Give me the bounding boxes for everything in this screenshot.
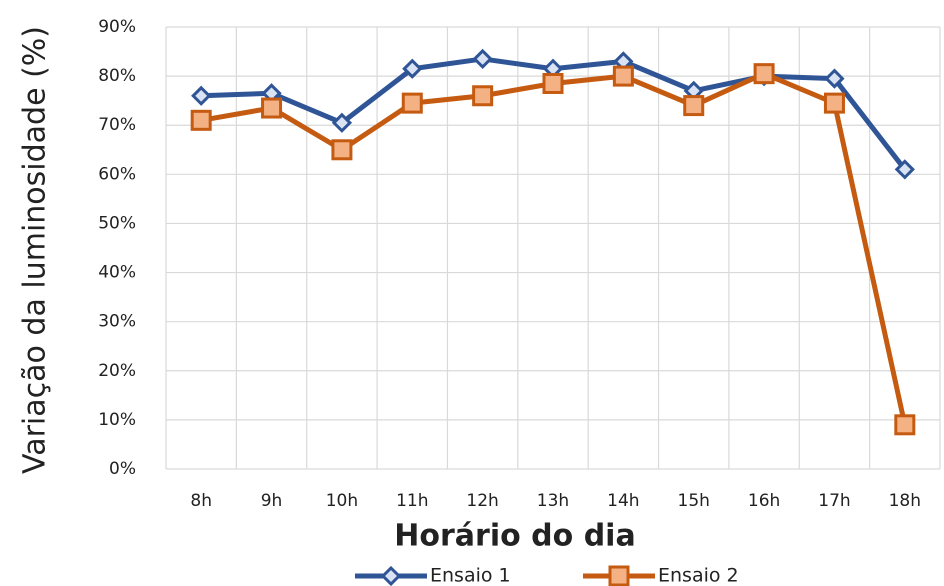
marker <box>380 565 402 586</box>
x-tick-label: 8h <box>190 491 212 511</box>
x-tick-label: 15h <box>678 491 710 511</box>
x-tick-label: 18h <box>889 491 921 511</box>
marker <box>261 97 283 119</box>
x-tick-label: 16h <box>748 491 780 511</box>
marker <box>612 65 634 87</box>
marker <box>472 85 494 107</box>
y-axis-title: Variação da luminosidade (%) <box>18 26 53 474</box>
marker <box>823 92 845 114</box>
y-tick-label: 90% <box>98 17 136 37</box>
y-tick-label: 10% <box>98 410 136 430</box>
marker <box>894 159 915 180</box>
x-tick-label: 14h <box>607 491 639 511</box>
x-tick-label: 9h <box>261 491 283 511</box>
x-tick-label: 17h <box>818 491 850 511</box>
y-tick-label: 80% <box>98 66 136 86</box>
x-tick-label: 10h <box>326 491 358 511</box>
marker <box>824 68 845 89</box>
y-tick-label: 50% <box>98 213 136 233</box>
x-tick-label: 11h <box>396 491 428 511</box>
y-tick-label: 30% <box>98 312 136 332</box>
marker <box>190 109 212 131</box>
marker <box>401 92 423 114</box>
marker <box>331 112 353 133</box>
marker <box>472 48 493 70</box>
y-tick-label: 70% <box>98 115 136 135</box>
marker <box>608 565 630 586</box>
marker <box>683 95 705 117</box>
legend-label: Ensaio 2 <box>658 565 739 586</box>
x-tick-label: 12h <box>466 491 498 511</box>
x-axis-title: Horário do dia <box>394 519 635 554</box>
marker <box>542 72 564 94</box>
marker <box>331 139 353 161</box>
legend-label: Ensaio 1 <box>430 565 511 586</box>
marker <box>894 414 916 436</box>
x-tick-label: 13h <box>537 491 569 511</box>
marker <box>753 63 775 85</box>
marker <box>191 85 212 106</box>
y-tick-label: 0% <box>109 459 136 479</box>
y-tick-label: 20% <box>98 361 136 381</box>
y-tick-label: 60% <box>98 164 136 184</box>
y-tick-label: 40% <box>98 263 136 283</box>
marker <box>402 58 423 79</box>
